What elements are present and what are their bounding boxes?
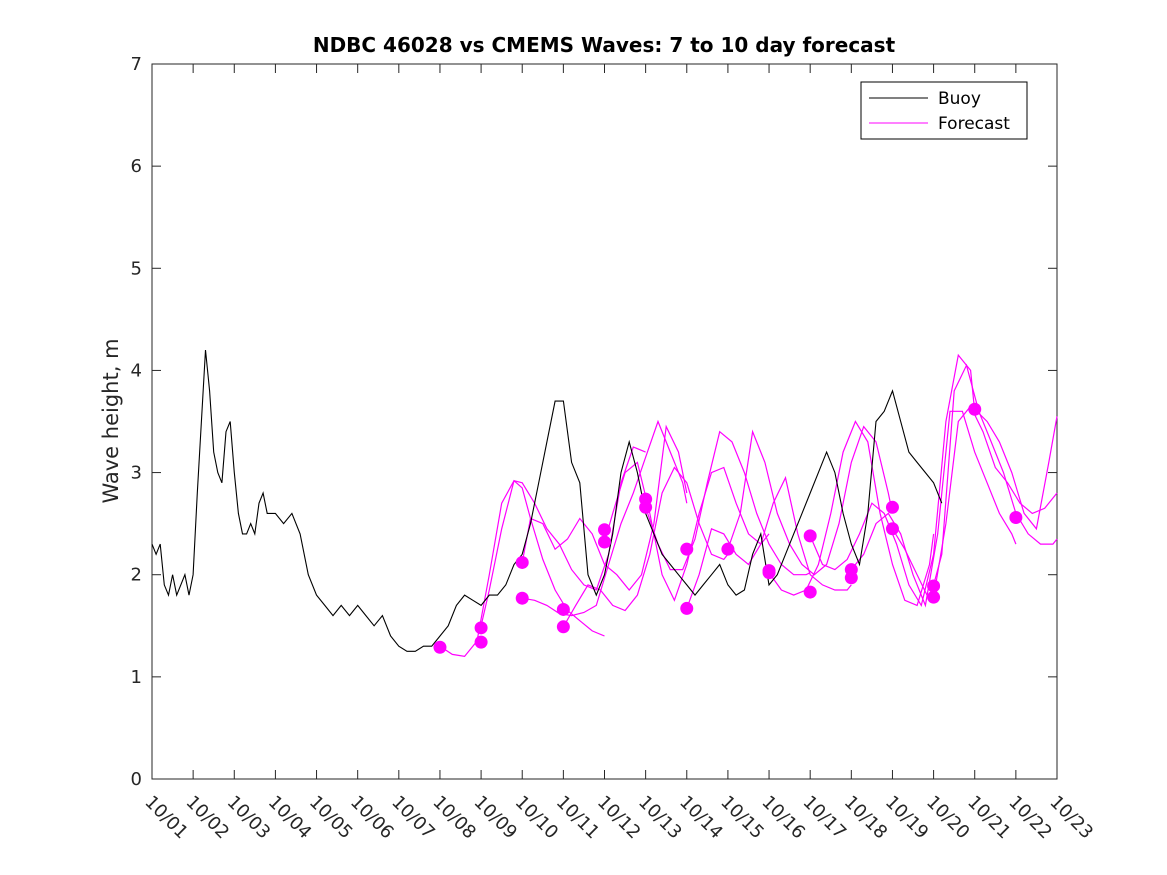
- forecast-line-15: [974, 408, 1058, 531]
- x-tick-label: 10/06: [346, 792, 398, 844]
- forecast-line-10: [768, 420, 935, 607]
- x-tick-label: 10/22: [1004, 792, 1056, 844]
- forecast-start-marker: [433, 640, 447, 654]
- x-tick-label: 10/19: [881, 792, 933, 844]
- forecast-line-12: [850, 410, 1017, 608]
- forecast-start-marker: [515, 555, 529, 569]
- x-tick-label: 10/08: [428, 792, 480, 844]
- x-tick-label: 10/20: [922, 792, 974, 844]
- forecast-line-4: [521, 424, 688, 591]
- x-tick-label: 10/10: [511, 792, 563, 844]
- y-tick-label: 4: [131, 360, 142, 381]
- forecast-start-marker: [474, 635, 488, 649]
- forecast-line-14: [933, 405, 1058, 598]
- y-tick-label: 2: [131, 565, 142, 586]
- chart-title: NDBC 46028 vs CMEMS Waves: 7 to 10 day f…: [313, 33, 896, 57]
- y-tick-label: 7: [131, 54, 142, 75]
- x-tick-label: 10/17: [799, 792, 851, 844]
- forecast-line-6: [603, 461, 770, 602]
- buoy-line: [151, 349, 943, 652]
- forecast-start-marker: [762, 564, 776, 578]
- x-tick-label: 10/21: [963, 792, 1015, 844]
- forecast-line-1: [439, 479, 605, 658]
- forecast-start-marker: [885, 500, 899, 514]
- forecast-start-marker: [598, 535, 611, 549]
- legend-buoy-label: Buoy: [938, 89, 981, 109]
- axes-box: [151, 63, 1058, 780]
- x-tick-label: 10/13: [634, 792, 686, 844]
- forecast-line-3: [522, 419, 688, 617]
- x-tick-label: 10/03: [223, 792, 275, 844]
- forecast-start-marker: [1009, 511, 1023, 525]
- x-tick-label: 10/05: [305, 792, 357, 844]
- y-tick-label: 0: [131, 769, 142, 790]
- forecast-start-marker: [556, 602, 570, 616]
- legend: Buoy Forecast: [860, 81, 1028, 140]
- legend-forecast-label: Forecast: [938, 114, 1010, 134]
- y-tick-label: 6: [131, 156, 142, 177]
- x-tick-label: 10/15: [716, 792, 768, 844]
- forecast-line-9: [727, 425, 894, 576]
- x-tick-label: 10/09: [470, 792, 522, 844]
- forecast-start-marker: [598, 523, 611, 537]
- x-tick-label: 10/07: [387, 792, 439, 844]
- forecast-start-marker: [639, 500, 653, 514]
- y-tick-label: 5: [131, 258, 142, 279]
- x-tick-label: 10/04: [264, 792, 316, 844]
- x-tick-label: 10/16: [758, 792, 810, 844]
- forecast-start-marker: [721, 542, 735, 556]
- forecast-line-11: [809, 353, 976, 607]
- forecast-start-marker: [515, 591, 529, 605]
- forecast-start-marker: [927, 590, 941, 604]
- x-tick-label: 10/14: [675, 792, 727, 844]
- forecast-start-marker: [556, 620, 570, 634]
- forecast-start-marker: [927, 579, 941, 593]
- forecast-line-5: [562, 466, 729, 628]
- forecast-start-marker: [680, 601, 694, 615]
- x-tick-label: 10/02: [182, 792, 234, 844]
- forecast-start-marker: [885, 522, 899, 536]
- x-tick-label: 10/23: [1045, 792, 1097, 844]
- x-tick-label: 10/18: [840, 792, 892, 844]
- forecast-start-marker: [968, 402, 982, 416]
- x-tick-label: 10/11: [552, 792, 604, 844]
- forecast-start-marker: [680, 542, 694, 556]
- y-tick-label: 1: [131, 667, 142, 688]
- y-tick-label: 3: [131, 463, 142, 484]
- plot-area: 0123456710/0110/0210/0310/0410/0510/0610…: [131, 54, 1097, 843]
- forecast-line-13: [891, 363, 1058, 603]
- x-tick-label: 10/12: [593, 792, 645, 844]
- y-axis-label: Wave height, m: [99, 338, 123, 503]
- forecast-line-8: [686, 475, 852, 609]
- x-tick-label: 10/01: [140, 792, 192, 844]
- forecast-start-marker: [803, 529, 817, 543]
- forecast-start-marker: [803, 585, 817, 599]
- forecast-start-marker: [844, 571, 858, 585]
- forecast-start-marker: [474, 621, 488, 635]
